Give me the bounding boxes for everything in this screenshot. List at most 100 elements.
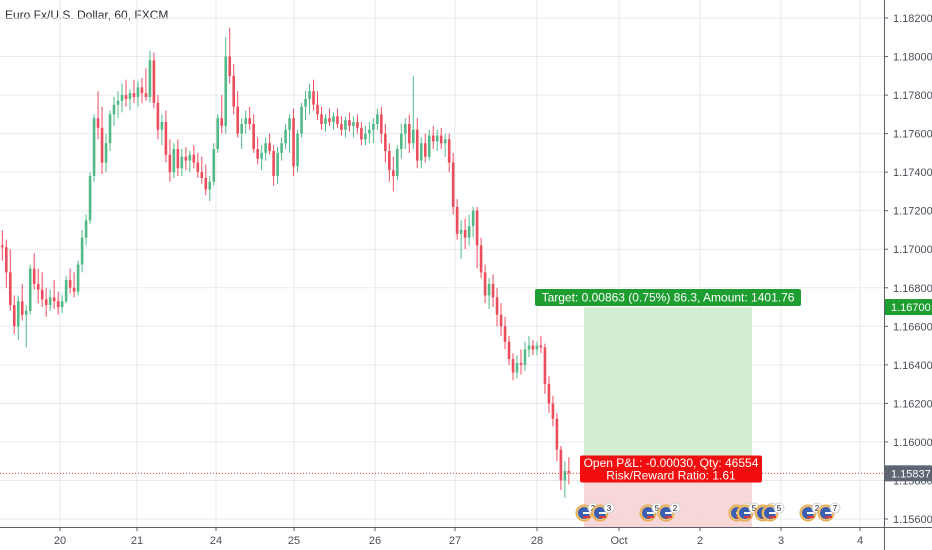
event-marker[interactable]: 7: [817, 502, 841, 522]
candle: [344, 116, 347, 138]
candles: [1, 27, 571, 498]
candle: [547, 376, 551, 414]
candle: [256, 137, 259, 165]
candle-body: [256, 149, 259, 159]
candle-body: [352, 122, 355, 126]
candle: [240, 118, 243, 150]
candle: [296, 129, 299, 173]
candle: [356, 114, 359, 134]
event-marker[interactable]: 3: [591, 502, 615, 522]
candle-body: [555, 418, 559, 450]
candle: [88, 172, 92, 225]
flag-stripe: [744, 512, 751, 514]
candle-body: [16, 301, 20, 327]
event-marker[interactable]: 5: [639, 502, 663, 522]
event-count-badge: [669, 502, 681, 514]
candle-body: [76, 264, 80, 292]
risk-reward-label: Risk/Reward Ratio: 1.61: [606, 469, 736, 483]
flag-stripe: [807, 512, 814, 514]
candle: [555, 413, 559, 462]
candle: [160, 114, 164, 146]
event-marker[interactable]: 5: [761, 502, 785, 522]
flag-stripe: [769, 512, 776, 514]
y-tick-label: 1.17400: [893, 167, 932, 179]
candle: [112, 97, 116, 126]
candle: [252, 114, 255, 153]
candle-body: [44, 299, 48, 306]
candle: [232, 64, 236, 115]
candle-body: [523, 349, 527, 365]
flag-stripe: [599, 512, 606, 514]
flag-stripe: [583, 512, 590, 514]
candle-body: [547, 384, 551, 404]
candle-body: [455, 206, 459, 234]
x-tick-label: 21: [131, 535, 143, 547]
candle: [407, 114, 411, 153]
candle-body: [559, 449, 563, 481]
candle-body: [316, 104, 319, 115]
candle: [340, 116, 343, 136]
candle-body: [324, 118, 327, 124]
candle: [68, 268, 72, 294]
candle: [495, 287, 499, 327]
candle: [216, 114, 220, 153]
candle: [164, 110, 168, 163]
candle-body: [507, 341, 511, 360]
candle-body: [415, 129, 419, 161]
candle: [60, 295, 64, 313]
candle-body: [220, 118, 224, 126]
candle-body: [495, 297, 499, 315]
candle: [36, 268, 40, 304]
candle-body: [236, 106, 240, 134]
candle-body: [156, 102, 160, 130]
candle-body: [503, 326, 507, 342]
candle-body: [276, 152, 279, 177]
candle-body: [340, 123, 343, 130]
candle: [300, 102, 303, 138]
candle-body: [292, 118, 295, 167]
candle-body: [88, 176, 92, 221]
candle: [567, 457, 571, 485]
y-tick-label: 1.17000: [893, 244, 932, 256]
candle: [388, 143, 391, 182]
candle: [28, 264, 32, 315]
candle-body: [72, 287, 76, 292]
candle-body: [284, 129, 287, 144]
event-count: 5: [777, 504, 782, 513]
target-zone[interactable]: [584, 307, 752, 468]
candle-body: [531, 345, 535, 350]
candle-body: [344, 120, 347, 130]
event-marker[interactable]: 2: [657, 502, 681, 522]
candle: [24, 305, 28, 348]
candle: [44, 287, 48, 317]
candle-body: [308, 91, 311, 99]
x-tick-label: Oct: [610, 535, 627, 547]
candle-body: [116, 100, 120, 105]
candle: [92, 114, 96, 182]
candle: [276, 147, 279, 184]
candle: [176, 139, 180, 177]
candle: [32, 253, 36, 290]
candle: [559, 445, 563, 491]
current-price-badge-label: 1.15837: [891, 468, 931, 480]
candle-body: [252, 123, 255, 150]
candle-body: [132, 93, 136, 98]
candle: [272, 145, 275, 186]
candle-body: [423, 143, 427, 157]
target-label: Target: 0.00863 (0.75%) 86.3, Amount: 14…: [542, 291, 795, 305]
candle: [491, 274, 495, 308]
candle-body: [28, 268, 32, 311]
candle: [64, 276, 68, 304]
event-marker[interactable]: 5: [736, 502, 760, 522]
candle-body: [196, 162, 200, 173]
candle-body: [392, 170, 395, 177]
event-count-badge: [603, 502, 615, 514]
candle: [280, 137, 283, 161]
candle: [220, 95, 224, 134]
candle-body: [499, 314, 503, 327]
candle: [80, 229, 84, 273]
candle-body: [96, 118, 100, 128]
candle: [563, 461, 567, 498]
